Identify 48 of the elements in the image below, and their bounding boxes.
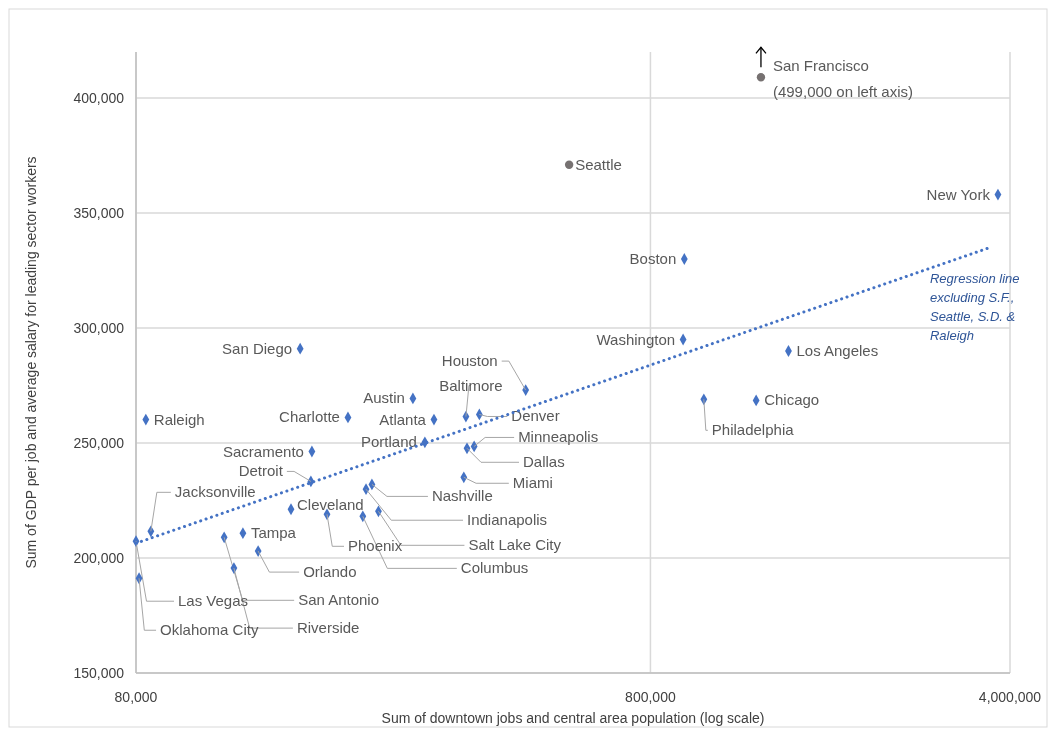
y-tick-label: 150,000 xyxy=(73,665,125,681)
series-label: Seattle xyxy=(575,155,622,173)
x-tick-label: 800,000 xyxy=(625,689,676,705)
series-label: Tampa xyxy=(250,524,297,542)
text: Houston xyxy=(441,352,498,370)
x-axis-title: Sum of downtown jobs and central area population (log scale) xyxy=(381,710,765,726)
series-label: Sacramento xyxy=(223,442,304,460)
series-label: Portland xyxy=(361,433,417,451)
text: Salt Lake City xyxy=(468,536,562,554)
annotation: Regression line excluding S.F., Seattle, S.D. & Raleigh xyxy=(929,270,1020,343)
text: Oklahoma City xyxy=(160,621,259,639)
text: Indianapolis xyxy=(467,511,548,529)
series-label: Austin xyxy=(363,389,405,407)
text: Dallas xyxy=(523,453,565,471)
series-label: Los Angeles xyxy=(796,342,879,359)
text: Nashville xyxy=(431,487,493,505)
y-tick-label: 400,000 xyxy=(73,90,125,106)
series-label: New York xyxy=(926,185,991,203)
series-label: Detroit xyxy=(238,462,284,480)
text: San Antonio xyxy=(298,591,380,609)
series-label: Charlotte xyxy=(279,408,340,426)
series-label: Phoenix xyxy=(348,537,403,555)
series-label: Baltimore xyxy=(439,376,503,394)
series-label: Philadelphia xyxy=(711,421,795,439)
series-label: San Francisco xyxy=(772,57,869,75)
series-label: Boston xyxy=(629,250,677,267)
annotation: (499,000 on left axis) xyxy=(772,83,914,101)
series-label: Cleveland xyxy=(297,496,364,514)
x-tick-label: 80,000 xyxy=(114,689,158,705)
y-tick-label: 250,000 xyxy=(73,435,125,451)
text: Jacksonville xyxy=(174,483,256,501)
y-tick-label: 350,000 xyxy=(73,205,125,221)
x-tick-label: 4,000,000 xyxy=(978,689,1042,705)
text: Orlando xyxy=(303,563,357,581)
text: Las Vegas xyxy=(178,592,249,610)
y-tick-label: 200,000 xyxy=(73,550,125,566)
y-axis-title: Sum of GDP per job and average salary for leading sector workers xyxy=(23,156,39,569)
text: Minneapolis xyxy=(518,428,599,446)
series-label: Denver xyxy=(511,407,560,425)
text: Columbus xyxy=(460,559,529,577)
series-label: San Diego xyxy=(222,339,293,357)
text: Riverside xyxy=(296,619,360,637)
series-label: Chicago xyxy=(764,391,820,409)
series-label: Washington xyxy=(596,330,676,348)
series-label: Raleigh xyxy=(153,410,205,428)
series-label: Atlanta xyxy=(379,410,427,428)
y-tick-label: 300,000 xyxy=(73,320,125,336)
text: Miami xyxy=(512,474,553,492)
